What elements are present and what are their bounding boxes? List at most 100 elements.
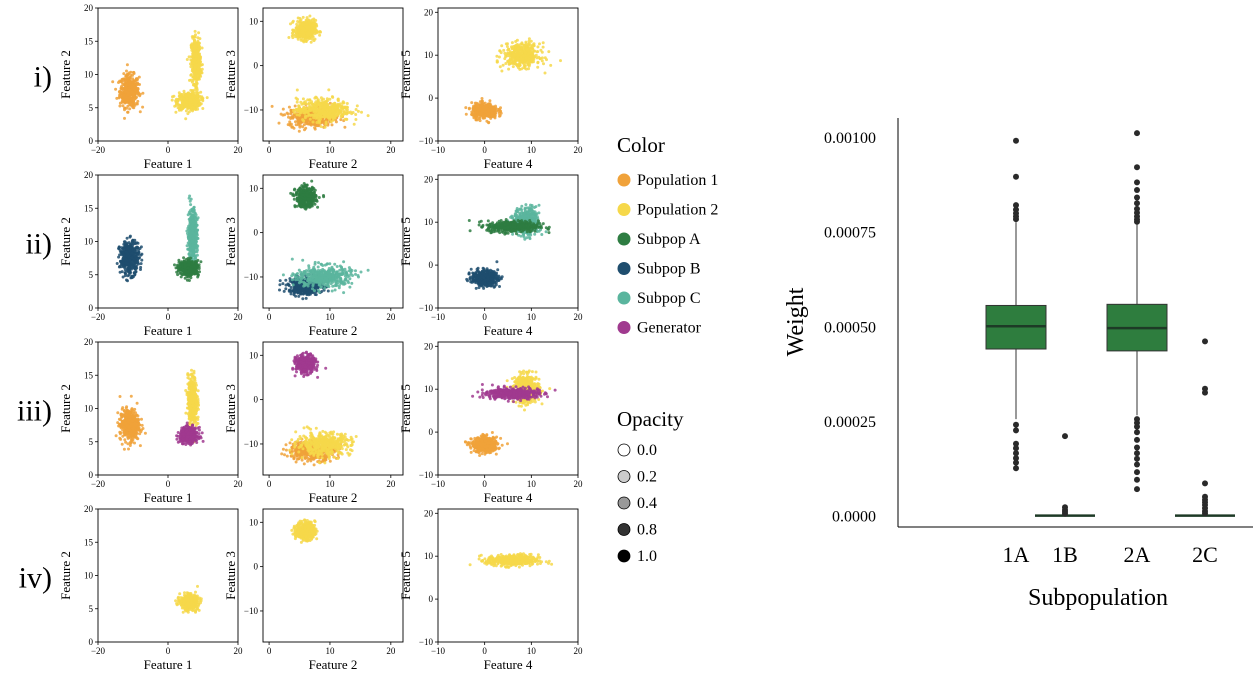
scatter-point (498, 114, 501, 118)
scatter-point (118, 104, 122, 108)
scatter-point (287, 36, 291, 39)
scatter-point (201, 107, 205, 110)
scatter-point (132, 92, 136, 96)
scatter-point (176, 264, 180, 268)
scatter-point (291, 19, 295, 23)
scatter-point (488, 105, 492, 109)
scatter-point (540, 50, 544, 54)
scatter-point (306, 18, 310, 22)
scatter-point (344, 117, 348, 121)
scatter-point (126, 110, 130, 114)
scatter-point (315, 96, 319, 100)
scatter-point (518, 67, 522, 71)
scatter-point (506, 59, 510, 63)
scatter-point (178, 97, 182, 100)
scatter-point (134, 86, 137, 90)
scatter-point (308, 14, 312, 18)
scatter-point (310, 113, 314, 117)
y-tick-label: 10 (84, 70, 94, 80)
scatter-point (183, 94, 187, 98)
scatter-point (192, 53, 196, 57)
scatter-point (187, 55, 191, 59)
scatter-point (139, 268, 142, 271)
scatter-point (136, 87, 140, 91)
scatter-point (339, 118, 343, 122)
scatter-point (305, 22, 309, 26)
scatter-point (312, 116, 316, 120)
scatter-point (531, 43, 535, 47)
scatter-point (133, 95, 137, 98)
scatter-point (331, 95, 335, 99)
scatter-point (126, 93, 130, 97)
x-tick-label: 10 (527, 145, 537, 155)
x-tick-label: 20 (386, 145, 396, 155)
scatter-point (293, 111, 296, 115)
y-tick-label: 20 (84, 170, 94, 180)
scatter-point (124, 272, 128, 276)
scatter-point (125, 69, 128, 73)
scatter-point (181, 268, 185, 272)
scatter-point (296, 16, 300, 20)
scatter-point (493, 111, 497, 115)
scatter-point (308, 117, 312, 121)
scatter-point (129, 73, 133, 77)
scatter-point (183, 276, 187, 280)
y-tick-label: 20 (424, 7, 434, 17)
scatter-point (523, 50, 527, 54)
scatter-point (356, 109, 360, 113)
scatter-point (520, 46, 524, 50)
scatter-point (306, 98, 310, 102)
scatter-point (322, 105, 326, 109)
scatter-point (198, 71, 202, 75)
scatter-point (193, 29, 197, 33)
scatter-point (192, 106, 196, 110)
scatter-point (299, 100, 303, 104)
scatter-point (520, 41, 524, 45)
scatter-point (191, 83, 195, 87)
scatter-point (128, 95, 132, 99)
scatter-point (133, 267, 137, 271)
scatter-point (198, 102, 202, 106)
scatter-point (192, 77, 196, 81)
scatter-point (127, 98, 131, 102)
scatter-point (131, 274, 135, 278)
scatter-point (308, 23, 311, 27)
scatter-point (121, 82, 125, 86)
scatter-point (194, 217, 198, 221)
scatter-point (473, 108, 477, 112)
scatter-point (523, 64, 527, 68)
scatter-point (180, 260, 184, 264)
scatter-point (135, 264, 138, 268)
scatter-point (124, 75, 128, 79)
scatter-point (187, 279, 191, 282)
scatter-point (117, 90, 121, 94)
scatter-point (175, 97, 178, 101)
scatter-point (515, 43, 519, 46)
scatter-point (200, 95, 204, 99)
scatter-point (349, 110, 352, 114)
scatter-point (126, 245, 130, 248)
scatter-point (195, 93, 199, 97)
scatter-point (474, 118, 478, 122)
scatter-point (512, 45, 516, 48)
scatter-point (195, 263, 199, 267)
scatter-point (137, 75, 141, 79)
scatter-point (470, 101, 474, 105)
scatter-point (115, 96, 119, 100)
scatter-point (314, 105, 318, 109)
scatter-point (135, 102, 139, 105)
scatter-point (351, 111, 355, 114)
scatter-point (183, 103, 187, 107)
scatter-point (182, 91, 186, 95)
scatter-point (486, 109, 490, 112)
scatter-point (196, 73, 200, 77)
scatter-point (188, 225, 192, 229)
scatter-point (199, 260, 203, 264)
scatter-point (467, 107, 471, 111)
scatter-point (521, 57, 525, 61)
scatter-point (277, 121, 281, 125)
scatter-point (531, 57, 535, 61)
scatter-point (311, 120, 315, 124)
scatter-point (549, 63, 553, 67)
